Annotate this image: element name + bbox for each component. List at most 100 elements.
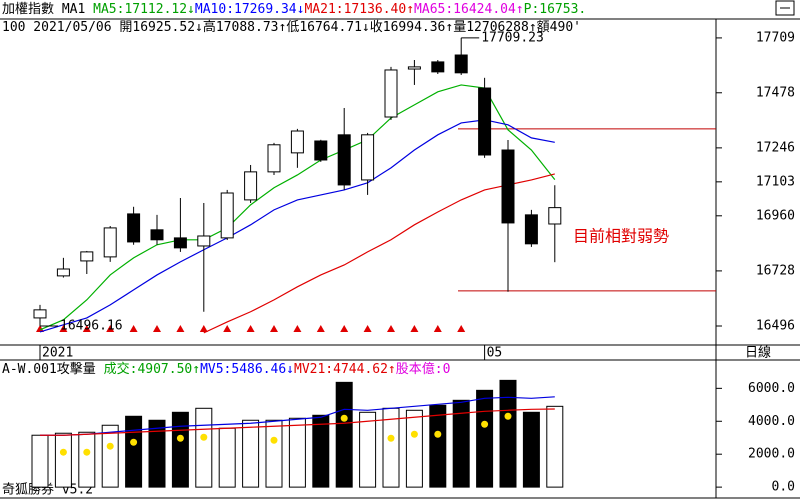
volume-dot	[200, 433, 208, 441]
y-tick-label: 16728	[756, 263, 795, 278]
candle-body	[524, 214, 538, 245]
signal-marker	[457, 325, 466, 332]
note: 目前相對弱勢	[573, 227, 669, 246]
header-item: P:16753.	[524, 2, 587, 17]
y-tick-label: 0.0	[772, 480, 795, 495]
signal-marker	[340, 325, 349, 332]
candle-body	[103, 227, 117, 258]
x-tick-label: 05	[487, 346, 503, 361]
volume-bar	[522, 411, 540, 488]
header-item: 量12706288↑	[453, 20, 536, 35]
candle-body	[548, 207, 562, 225]
y-tick-label: 6000.0	[748, 381, 795, 396]
volume-bar	[452, 399, 470, 488]
candle-body	[267, 144, 281, 173]
volume-dot	[270, 436, 278, 444]
candle-body	[501, 149, 515, 224]
candle-body	[197, 235, 211, 247]
candle-body	[150, 229, 164, 241]
candle-body	[337, 134, 351, 186]
volume-bar	[265, 419, 283, 488]
volume-bar	[148, 419, 166, 488]
candle-body	[361, 134, 375, 181]
volume-bar	[499, 379, 517, 488]
candle-body	[80, 251, 94, 262]
volume-dot	[481, 420, 489, 428]
volume-bar	[54, 432, 72, 488]
y-tick-label: 4000.0	[748, 414, 795, 429]
volume-dot	[434, 430, 442, 438]
ma-line	[40, 408, 555, 436]
volume-bar	[195, 407, 213, 488]
header-item: 開16925.52↓	[119, 20, 202, 35]
volume-bar	[335, 381, 353, 488]
signal-marker	[153, 325, 161, 332]
y-tick-label: 2000.0	[748, 447, 795, 462]
volume-bar	[312, 414, 330, 488]
header-item: MA10:17269.34↓	[195, 2, 305, 17]
header-item: 100 2021/05/06	[2, 20, 119, 35]
signal-marker	[59, 325, 68, 332]
volume-bar	[359, 411, 377, 488]
signal-marker	[36, 325, 44, 332]
header-item: 成交:4907.50↑	[104, 361, 200, 377]
y-tick-label: 16496	[756, 319, 795, 334]
volume-dot	[387, 434, 395, 442]
volume-bar	[101, 424, 119, 488]
header-item: 收16994.36↑	[370, 20, 453, 35]
ma-line	[39, 84, 556, 331]
volume-dot	[410, 430, 418, 438]
signal-marker	[293, 325, 302, 332]
header-item: 加權指數	[2, 2, 62, 17]
signal-marker	[316, 325, 325, 332]
volume-bar	[78, 431, 96, 488]
volume-dot	[176, 434, 184, 442]
header-item: MA5:17112.12↓	[93, 2, 195, 17]
signal-marker	[387, 325, 395, 332]
candle-body	[220, 192, 234, 239]
candle-body	[127, 213, 141, 243]
candle-body	[454, 54, 468, 74]
signal-marker	[129, 325, 138, 332]
period-label: 日線	[745, 345, 771, 361]
signal-marker	[410, 325, 419, 332]
signal-marker	[246, 325, 255, 332]
ma-line	[203, 173, 555, 334]
ma-line	[40, 396, 555, 436]
signal-marker	[82, 325, 91, 332]
volume-bar	[171, 411, 189, 488]
signal-marker	[199, 325, 208, 332]
signal-marker	[176, 325, 185, 332]
candle-body	[244, 171, 258, 201]
header-item: 低16764.71↓	[286, 20, 369, 35]
volume-bar	[546, 405, 564, 488]
signal-marker	[223, 325, 232, 332]
signal-marker	[270, 325, 278, 332]
header-row: 加權指數 MA1 MA5:17112.12↓MA10:17269.34↓MA21…	[2, 2, 586, 17]
y-tick-label: 17478	[756, 85, 795, 100]
signal-marker	[433, 325, 442, 332]
volume-dot	[504, 412, 512, 420]
signal-marker	[363, 325, 372, 332]
header-row: A-W.001攻擊量 成交:4907.50↑MV5:5486.46↓MV21:4…	[2, 361, 450, 377]
volume-bar	[31, 434, 49, 488]
annotation-label: 16496.16	[60, 318, 123, 333]
header-item: MA21:17136.40↑	[304, 2, 414, 17]
volume-bar	[429, 404, 447, 488]
candle-body	[56, 268, 70, 277]
candle-body	[407, 66, 421, 70]
header-item: MV21:4744.62↑	[294, 362, 396, 377]
volume-dot	[106, 442, 114, 450]
header-item: A-W.001攻擊量	[2, 361, 104, 377]
volume-bar	[405, 409, 423, 488]
volume-dot	[340, 414, 348, 422]
header-item: 額490'	[537, 20, 581, 35]
y-tick-label: 17103	[756, 174, 795, 189]
volume-dot	[130, 438, 138, 446]
volume-bar	[125, 415, 143, 488]
candle-body	[478, 87, 492, 156]
candle-body	[173, 237, 187, 249]
candle-body	[431, 61, 445, 73]
candle-body	[314, 140, 328, 161]
